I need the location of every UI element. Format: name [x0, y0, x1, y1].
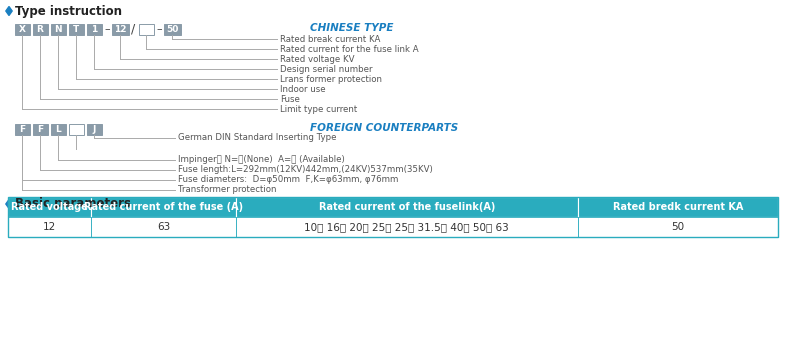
Text: 50: 50 [166, 25, 178, 33]
Text: N: N [54, 25, 62, 33]
Text: Fuse: Fuse [280, 94, 300, 103]
Text: –: – [105, 24, 110, 34]
Text: Rated bredk current KA: Rated bredk current KA [613, 202, 743, 212]
Text: 12: 12 [43, 222, 57, 232]
Text: X: X [19, 25, 25, 33]
Bar [91, 197, 236, 217]
Text: Design serial number: Design serial number [280, 64, 373, 73]
Bar [8, 217, 91, 237]
Text: 63: 63 [157, 222, 170, 232]
FancyBboxPatch shape [32, 24, 47, 34]
Polygon shape [6, 6, 12, 16]
Text: Rated break current KA: Rated break current KA [280, 34, 380, 43]
Text: Limit type current: Limit type current [280, 104, 358, 114]
FancyBboxPatch shape [32, 123, 47, 134]
FancyBboxPatch shape [14, 24, 30, 34]
FancyBboxPatch shape [50, 24, 65, 34]
Text: Impinger； N=无(None)  A=有 (Available): Impinger； N=无(None) A=有 (Available) [178, 155, 345, 164]
FancyBboxPatch shape [14, 123, 30, 134]
Polygon shape [6, 200, 12, 209]
Text: German DIN Standard Inserting Type: German DIN Standard Inserting Type [178, 133, 336, 143]
FancyBboxPatch shape [138, 24, 153, 34]
Text: /: / [131, 23, 135, 35]
Text: –: – [156, 24, 162, 34]
Text: Type instruction: Type instruction [15, 4, 122, 18]
Text: Basic parameters: Basic parameters [15, 197, 131, 211]
FancyBboxPatch shape [68, 24, 83, 34]
Text: Rated current of the fuselink(A): Rated current of the fuselink(A) [318, 202, 495, 212]
Text: 1: 1 [91, 25, 97, 33]
Text: Rated voltage: Rated voltage [11, 202, 88, 212]
Text: FOREIGN COUNTERPARTS: FOREIGN COUNTERPARTS [310, 123, 458, 133]
FancyBboxPatch shape [50, 123, 65, 134]
FancyBboxPatch shape [163, 24, 181, 34]
Bar [578, 217, 778, 237]
FancyBboxPatch shape [112, 24, 128, 34]
Text: R: R [37, 25, 43, 33]
Bar [578, 197, 778, 217]
FancyBboxPatch shape [86, 123, 101, 134]
Text: Rated current of the fuse (A): Rated current of the fuse (A) [84, 202, 243, 212]
Text: 12: 12 [114, 25, 127, 33]
Bar [8, 197, 778, 237]
Text: Lrans former protection: Lrans former protection [280, 74, 382, 84]
Text: 10． 16． 20． 25． 25． 31.5． 40． 50． 63: 10． 16． 20． 25． 25． 31.5． 40． 50． 63 [304, 222, 509, 232]
Text: Rated voltage KV: Rated voltage KV [280, 55, 354, 63]
Text: Fuse length:L=292mm(12KV)442mm,(24KV)537mm(35KV): Fuse length:L=292mm(12KV)442mm,(24KV)537… [178, 165, 433, 175]
Text: Fuse diameters:  D=φ50mm  F,K=φ63mm, φ76mm: Fuse diameters: D=φ50mm F,K=φ63mm, φ76mm [178, 176, 399, 184]
Text: Indoor use: Indoor use [280, 85, 325, 93]
Text: F: F [19, 124, 25, 133]
Bar [236, 217, 578, 237]
Text: L: L [55, 124, 61, 133]
Bar [8, 197, 91, 217]
Text: CHINESE TYPE: CHINESE TYPE [310, 23, 394, 33]
Bar [91, 217, 236, 237]
Text: J: J [92, 124, 96, 133]
Text: Rated current for the fuse link A: Rated current for the fuse link A [280, 44, 419, 54]
Text: Transformer protection: Transformer protection [178, 185, 277, 194]
Text: F: F [37, 124, 43, 133]
Text: T: T [73, 25, 79, 33]
Bar [236, 197, 578, 217]
FancyBboxPatch shape [68, 123, 83, 134]
FancyBboxPatch shape [86, 24, 101, 34]
Text: 50: 50 [671, 222, 685, 232]
